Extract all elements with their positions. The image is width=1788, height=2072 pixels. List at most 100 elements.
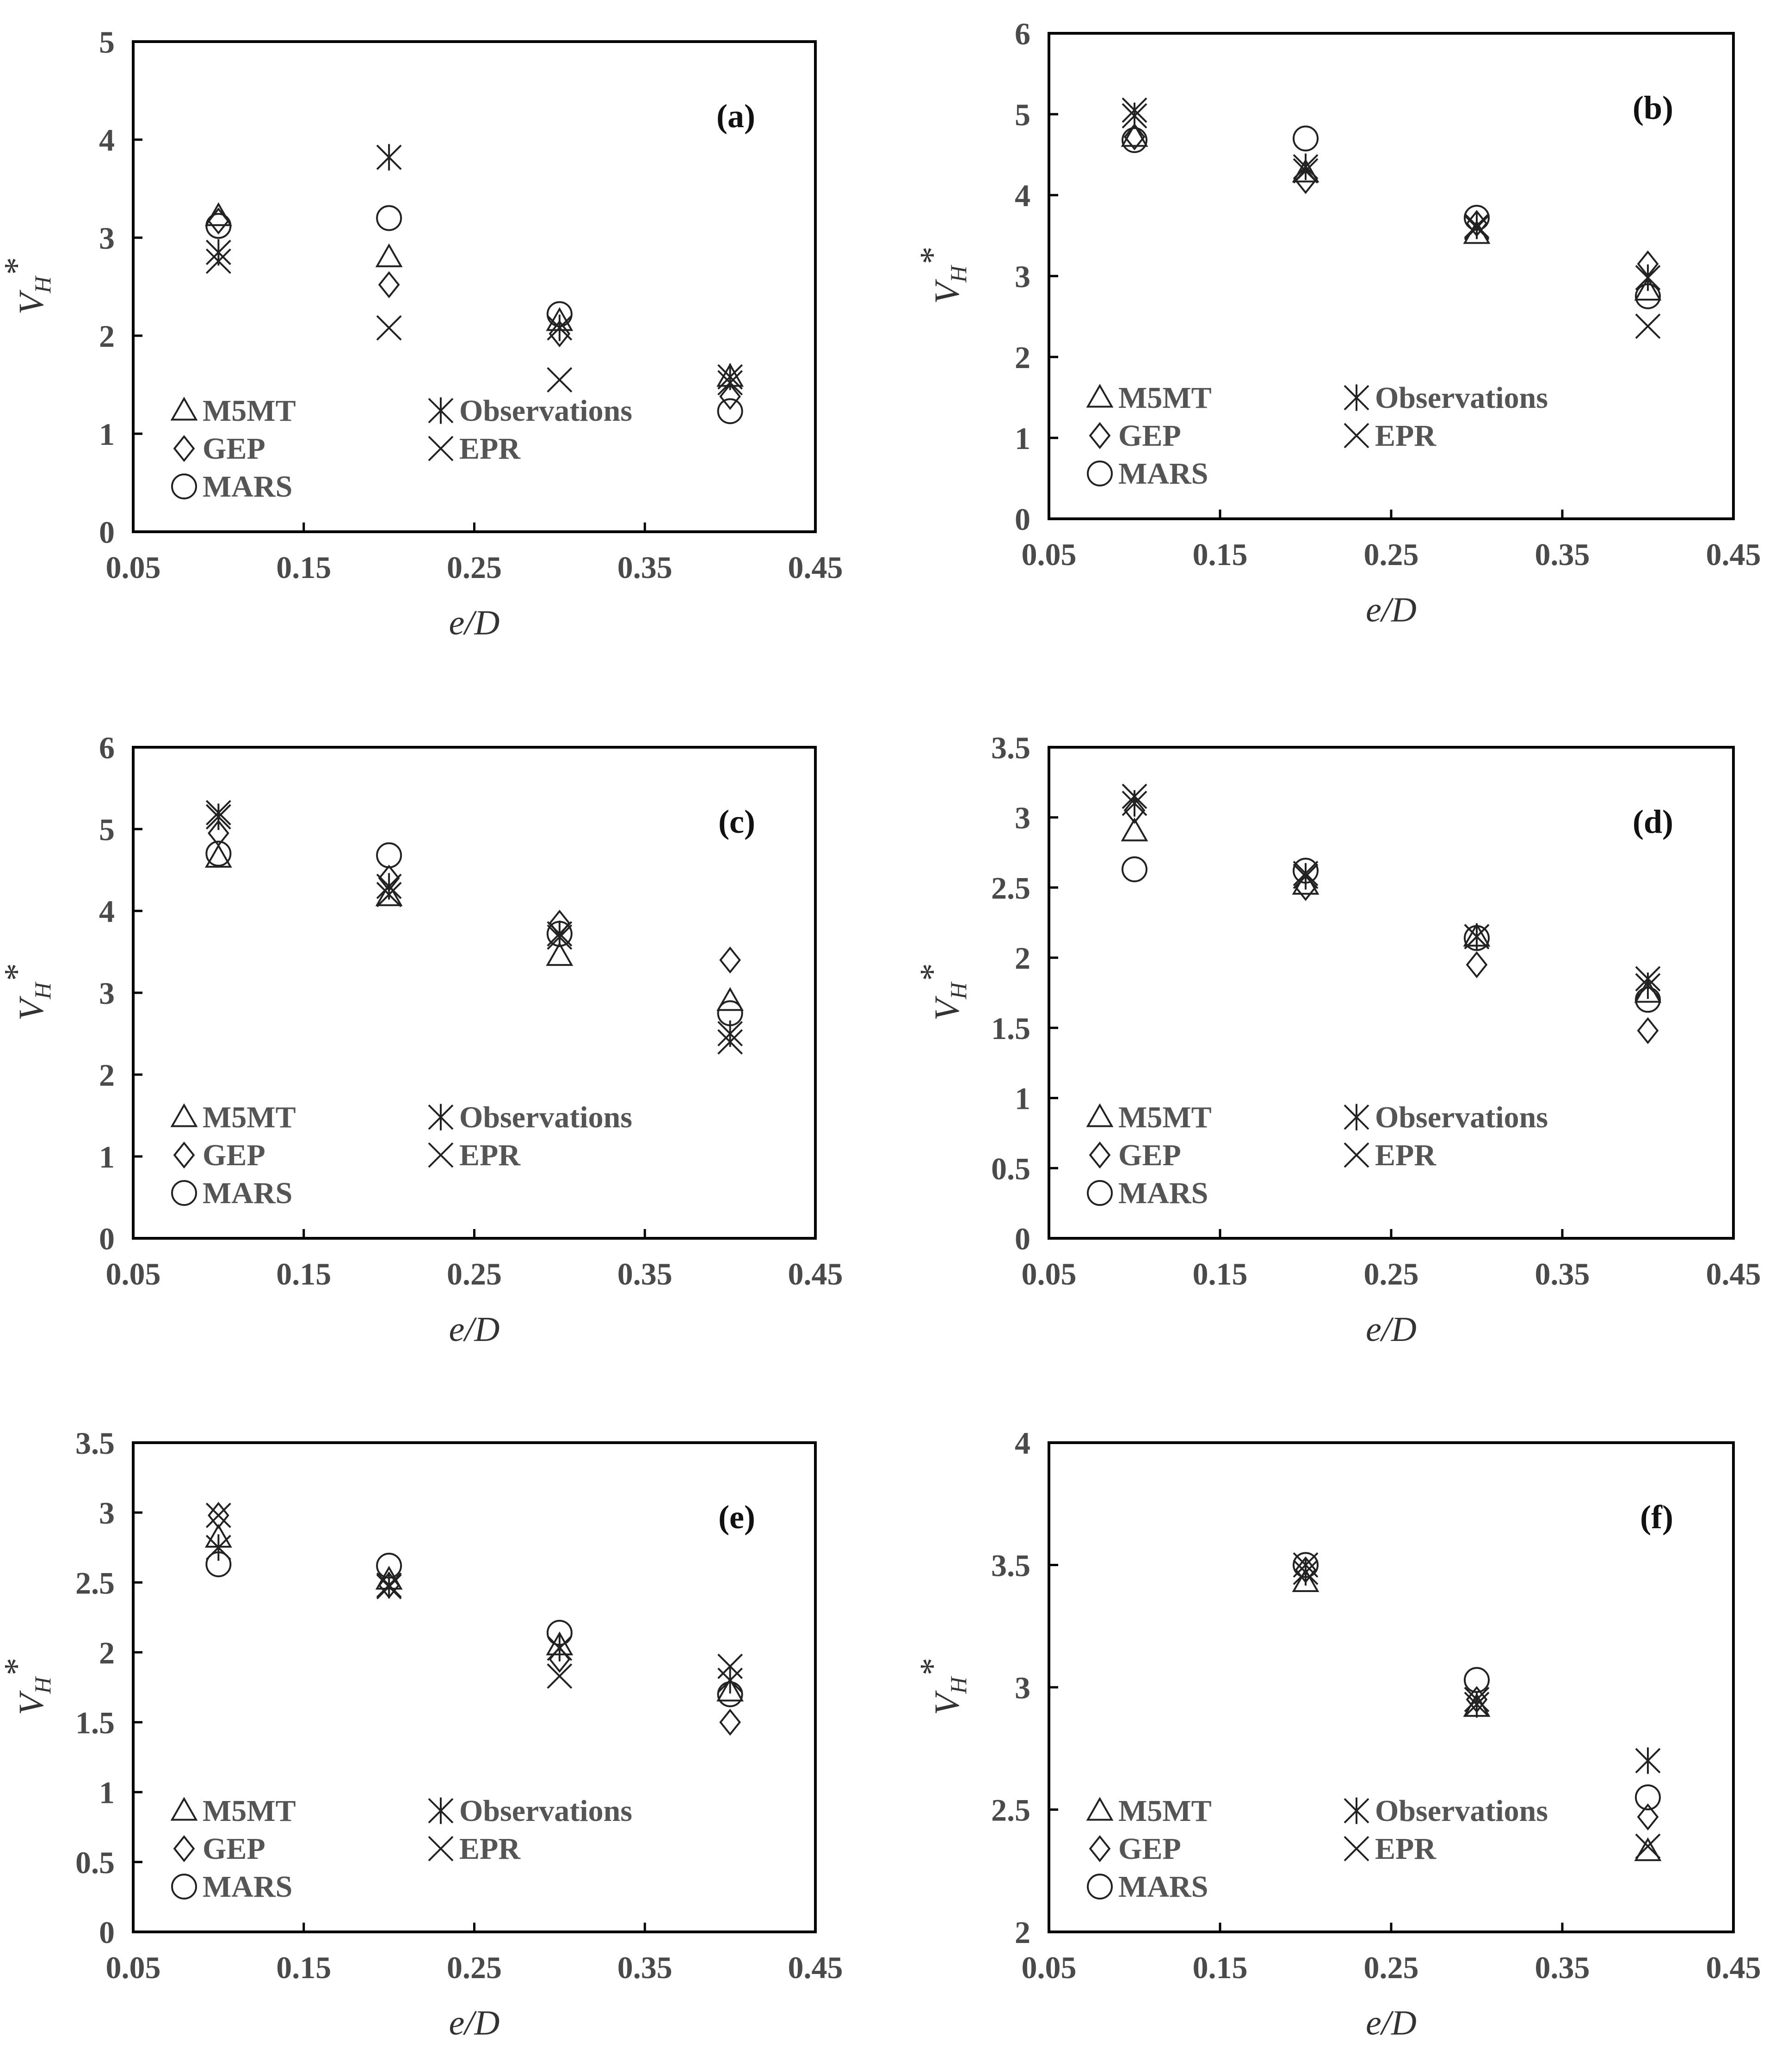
x-tick-label: 0.05	[1022, 537, 1077, 572]
x-axis-label: e/D	[449, 1310, 500, 1349]
y-axis-label: VH*	[0, 1660, 55, 1715]
data-point-observations	[205, 1534, 231, 1561]
legend-label-mars: MARS	[203, 470, 292, 504]
data-point-epr	[1464, 1687, 1490, 1712]
data-point-epr	[1464, 215, 1490, 240]
data-point-m5mt	[375, 882, 403, 906]
x-tick-label: 0.45	[1706, 1256, 1761, 1291]
series-mars	[205, 841, 743, 1027]
data-point-epr	[1122, 783, 1147, 809]
legend-label-epr: EPR	[459, 432, 521, 466]
data-point-m5mt	[1292, 158, 1319, 183]
y-tick-label: 2	[1015, 340, 1030, 375]
y-tick-label: 4	[99, 894, 115, 929]
x-tick-label: 0.35	[617, 550, 672, 585]
x-axis-label: e/D	[1366, 1310, 1417, 1349]
chart-panel-c: 0.05 0.15 0.25 0.35 0.45 0 1 2 3 4 5 6 e/D VH* (c) M5MT…	[0, 730, 843, 1349]
data-point-epr	[1293, 861, 1319, 886]
legend-marker-gep	[1089, 422, 1111, 449]
x-tick-label: 0.05	[106, 550, 161, 585]
y-tick-label: 3.5	[991, 1548, 1030, 1583]
data-point-observations	[547, 314, 573, 341]
data-point-epr	[1293, 158, 1319, 184]
y-tick-label: 4	[1015, 178, 1030, 213]
y-tick-label: 2.5	[75, 1565, 115, 1600]
data-point-observations	[1635, 1747, 1661, 1774]
x-axis-label: e/D	[449, 2004, 500, 2042]
legend-label-observations: Observations	[1375, 1794, 1548, 1828]
series-m5mt	[204, 1524, 744, 1702]
x-tick-label: 0.25	[1364, 1950, 1419, 1985]
x-tick-label: 0.15	[276, 1256, 331, 1291]
y-tick-label: 2	[99, 1058, 115, 1093]
legend-label-epr: EPR	[1375, 419, 1437, 453]
data-point-gep	[1123, 123, 1146, 151]
x-tick-label: 0.15	[1193, 1256, 1248, 1291]
series-m5mt	[204, 843, 744, 1011]
chart-panel-b: 0.05 0.15 0.25 0.35 0.45 0 1 2 3 4 5 6 e/D VH* (b) M5MT…	[913, 16, 1761, 629]
y-tick-label: 0	[99, 1221, 115, 1256]
data-point-mars	[205, 213, 232, 239]
series-epr	[1122, 97, 1661, 339]
series-observations	[205, 1534, 743, 1694]
legend: M5MT GEP MARS Observations EPR	[170, 1101, 632, 1210]
series-observations	[1122, 102, 1661, 291]
legend-label-observations: Observations	[459, 394, 632, 428]
panel-label: (b)	[1633, 89, 1673, 126]
series-m5mt	[1121, 818, 1662, 1003]
x-tick-label: 0.05	[106, 1256, 161, 1291]
panel-label: (f)	[1640, 1499, 1673, 1536]
legend-label-m5mt: M5MT	[1118, 381, 1212, 415]
y-tick-label: 0	[99, 515, 115, 550]
data-point-gep	[719, 383, 741, 410]
legend-marker-m5mt	[1086, 1796, 1114, 1821]
legend-label-observations: Observations	[1375, 1101, 1548, 1134]
legend-marker-mars	[171, 1180, 197, 1206]
y-tick-label: 2.5	[991, 1793, 1030, 1828]
data-point-gep	[208, 1501, 229, 1529]
series-gep	[1123, 123, 1659, 277]
y-axis-label: VH*	[913, 248, 971, 304]
y-tick-label: 3.5	[75, 1426, 115, 1461]
legend-marker-m5mt	[1086, 1103, 1114, 1127]
legend-label-gep: GEP	[203, 1138, 265, 1172]
chart-panel-d: 0.05 0.15 0.25 0.35 0.45 0 0.5 1 1.5 2 2.5 3 3.5 e/D V…	[913, 730, 1761, 1349]
x-tick-label: 0.05	[1022, 1950, 1077, 1985]
legend-marker-mars	[1087, 461, 1113, 486]
data-point-epr	[717, 1029, 743, 1055]
series-epr	[1293, 1552, 1661, 1859]
y-tick-label: 6	[1015, 16, 1030, 51]
series-epr	[205, 248, 743, 396]
data-point-epr	[1122, 97, 1147, 123]
series-mars	[1122, 125, 1661, 309]
legend-label-gep: GEP	[1118, 1138, 1181, 1172]
data-point-observations	[376, 1572, 402, 1599]
legend-marker-epr	[1344, 423, 1369, 449]
legend: M5MT GEP MARS Observations EPR	[1086, 1794, 1548, 1904]
legend-label-epr: EPR	[1375, 1138, 1437, 1172]
legend-label-mars: MARS	[1118, 1870, 1208, 1904]
legend-label-m5mt: M5MT	[1118, 1794, 1212, 1828]
legend-label-m5mt: M5MT	[203, 1101, 296, 1134]
data-point-epr	[376, 1574, 402, 1599]
y-tick-label: 0	[99, 1915, 115, 1950]
x-tick-label: 0.35	[1535, 537, 1590, 572]
x-tick-label: 0.15	[1193, 537, 1248, 572]
legend-label-observations: Observations	[459, 1101, 632, 1134]
data-point-m5mt	[204, 843, 232, 868]
series-observations	[205, 803, 743, 1047]
legend-marker-gep	[173, 1835, 195, 1863]
data-point-observations	[1293, 863, 1319, 890]
legend-marker-observations	[428, 397, 454, 424]
series-observations	[1122, 790, 1661, 999]
series-m5mt	[1121, 123, 1662, 301]
legend-marker-epr	[428, 1836, 454, 1862]
data-point-m5mt	[1292, 1568, 1319, 1592]
y-tick-label: 2	[1015, 1915, 1030, 1950]
data-point-epr	[1635, 314, 1661, 339]
y-tick-label: 2	[1015, 941, 1030, 976]
legend-label-mars: MARS	[1118, 457, 1208, 491]
data-point-observations	[717, 1667, 743, 1694]
data-point-observations	[1464, 212, 1490, 240]
x-tick-label: 0.35	[1535, 1950, 1590, 1985]
